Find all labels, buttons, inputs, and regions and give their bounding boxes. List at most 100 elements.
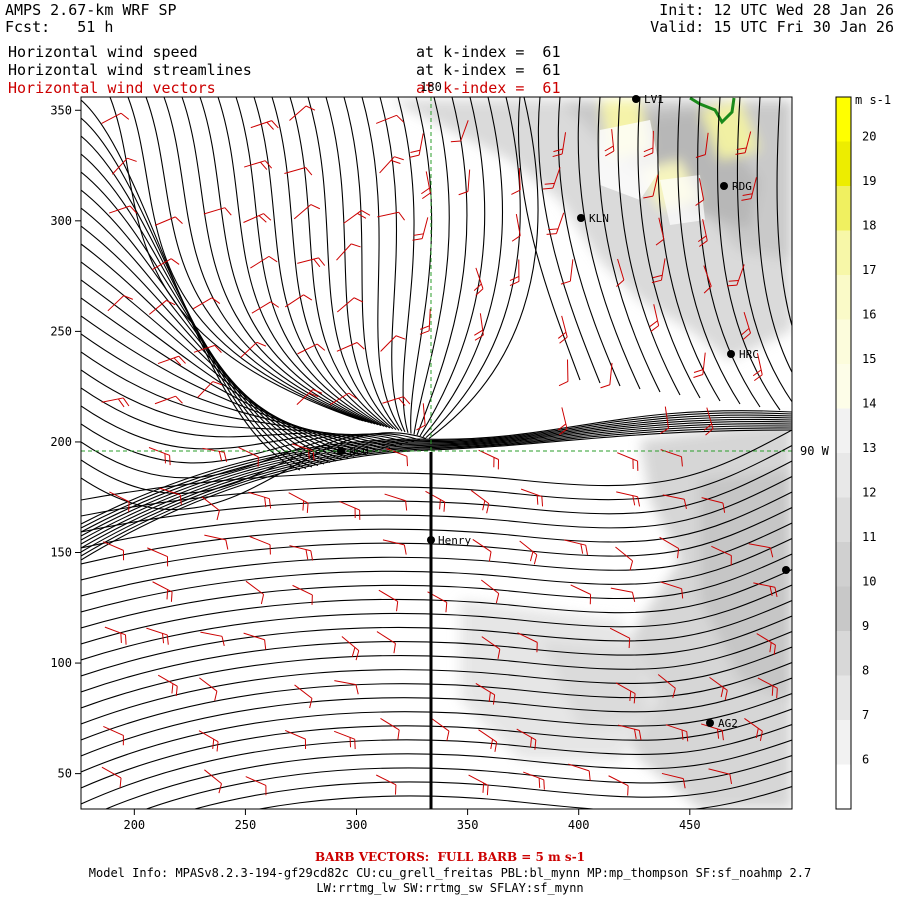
streamline	[343, 97, 400, 431]
streamline	[716, 97, 781, 411]
wind-barb	[425, 490, 446, 512]
streamline	[289, 97, 391, 429]
station-label-rdg: RDG	[732, 180, 752, 193]
wind-barb	[608, 775, 629, 796]
streamline	[81, 522, 792, 597]
station-label-hrc: HRC	[739, 348, 759, 361]
wind-barb	[660, 581, 684, 599]
colorbar-segment	[836, 97, 851, 142]
wind-barb	[336, 243, 361, 261]
wind-barb	[382, 396, 411, 406]
wind-barb	[600, 362, 613, 389]
wind-barb	[104, 626, 127, 645]
wind-barb	[616, 491, 641, 507]
streamline	[410, 97, 433, 434]
x-tick-label: 450	[679, 818, 701, 832]
wind-barb	[421, 171, 431, 200]
streamline	[253, 97, 385, 427]
wind-barb	[289, 545, 314, 561]
wind-barb	[520, 488, 544, 507]
wind-barb	[204, 769, 222, 794]
station-marker-rdg	[720, 182, 728, 190]
wind-barb	[450, 120, 469, 143]
wind-barb	[727, 264, 745, 287]
wind-barb	[204, 534, 229, 550]
wind-barb	[294, 684, 313, 709]
wind-barb	[412, 217, 429, 241]
model-info: Model Info: MPASv8.2.3-194-gf29cd82c CU:…	[88, 866, 812, 880]
wind-barb	[380, 335, 406, 352]
wind-barb	[377, 211, 405, 221]
streamline	[109, 97, 361, 421]
model-physics: LW:rrtmg_lw SW:rrtmg_sw SFLAY:sf_mynn	[316, 881, 584, 895]
streamline	[181, 97, 373, 424]
y-tick-label: 100	[50, 656, 72, 670]
streamline	[81, 630, 792, 709]
streamline	[81, 432, 427, 511]
colorbar-label: 9	[862, 619, 869, 633]
x-tick-label: 400	[568, 818, 590, 832]
wind-barb	[617, 452, 639, 471]
wind-barb	[708, 768, 733, 785]
colorbar-segment	[836, 319, 851, 364]
valid-time: Valid: 15 UTC Fri 30 Jan 26	[650, 18, 894, 36]
wind-barb	[693, 352, 706, 378]
streamline	[81, 410, 792, 525]
streamline	[637, 97, 701, 399]
wind-barb	[151, 258, 180, 271]
wind-barb	[339, 500, 361, 520]
streamline	[81, 189, 331, 464]
streamline	[81, 507, 792, 581]
colorbar-segment	[836, 675, 851, 720]
streamline	[145, 754, 792, 809]
wind-barb	[378, 589, 399, 612]
wind-barb	[616, 258, 625, 287]
station-label-nco: NCO	[349, 445, 369, 458]
colorbar-segment	[836, 230, 851, 275]
colorbar-label: 14	[862, 397, 876, 411]
colorbar-label: 8	[862, 664, 869, 678]
streamline	[428, 97, 539, 439]
streamline	[81, 429, 792, 561]
streamline	[235, 97, 382, 427]
colorbar-segment	[836, 720, 851, 765]
streamline	[81, 708, 792, 789]
streamline	[81, 416, 792, 537]
streamline	[81, 491, 792, 565]
y-axis-ticks: 50 100 150 200 250 300 350	[50, 103, 81, 781]
wind-barb	[249, 536, 271, 555]
colorbar-segment	[836, 764, 851, 809]
wind-barb	[409, 133, 424, 158]
colorbar-segment	[836, 631, 851, 676]
streamline	[81, 553, 792, 629]
field-level-vectors: at k-index = 61	[416, 79, 561, 97]
wind-barb	[651, 258, 666, 284]
wind-barb	[659, 406, 669, 435]
wind-barb	[148, 299, 176, 315]
y-tick-label: 300	[50, 214, 72, 228]
colorbar-label: 17	[862, 263, 876, 277]
streamline	[379, 97, 406, 433]
wind-barb	[197, 381, 223, 398]
x-tick-label: 200	[123, 818, 145, 832]
wind-barb	[159, 487, 182, 505]
streamline	[617, 97, 681, 396]
colorbar-segment	[836, 453, 851, 498]
streamline	[81, 207, 337, 462]
streamline	[81, 584, 792, 661]
wind-barb	[558, 359, 569, 387]
wind-barb	[748, 543, 774, 558]
wind-barb	[243, 213, 272, 223]
wind-barb	[334, 680, 359, 695]
wind-barb	[472, 539, 492, 562]
station-marker-east	[782, 566, 790, 574]
streamlines	[81, 97, 792, 809]
wind-barb	[519, 540, 538, 565]
wind-barb	[103, 541, 125, 561]
wind-barb	[147, 547, 169, 567]
fcst-value: 51 h	[77, 18, 114, 36]
colorbar-label: 18	[862, 219, 876, 233]
streamline	[217, 97, 379, 426]
streamline	[81, 568, 792, 645]
streamline	[81, 723, 792, 805]
